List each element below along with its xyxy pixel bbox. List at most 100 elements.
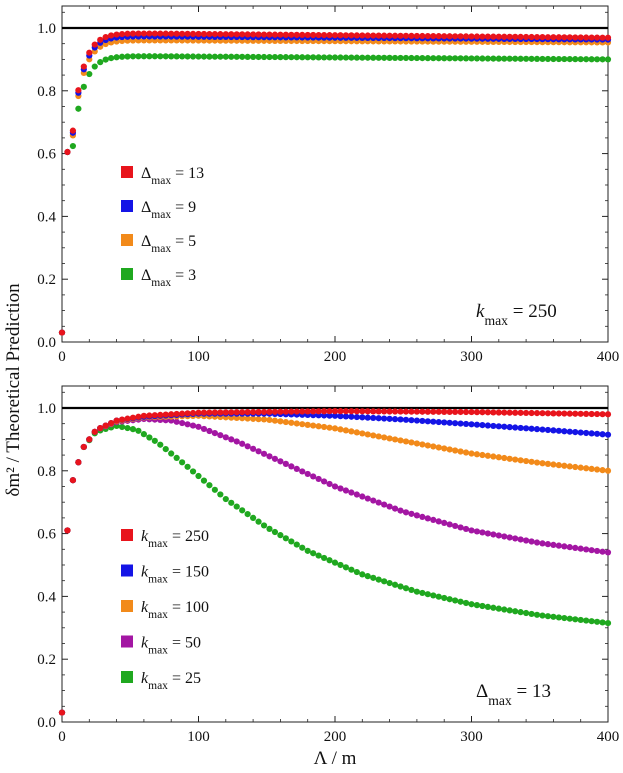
data-point	[348, 428, 355, 435]
data-point	[561, 410, 568, 417]
data-point	[370, 408, 377, 415]
data-point	[517, 409, 524, 416]
data-point	[195, 423, 202, 430]
data-point	[157, 30, 164, 37]
data-point	[430, 592, 437, 599]
data-point	[304, 54, 311, 61]
data-point	[353, 408, 360, 415]
legend-label: Δmax = 5	[141, 233, 196, 255]
data-point	[539, 410, 546, 417]
data-point	[326, 412, 333, 419]
data-point	[337, 485, 344, 492]
data-point	[326, 557, 333, 564]
data-point	[140, 412, 147, 419]
data-point	[157, 411, 164, 418]
data-point	[58, 709, 66, 716]
data-point	[162, 446, 169, 453]
data-point	[173, 418, 180, 425]
data-point	[173, 410, 180, 418]
data-point	[457, 33, 464, 40]
data-point	[113, 31, 120, 38]
data-point	[561, 462, 568, 469]
data-point	[391, 436, 399, 443]
data-point	[566, 463, 573, 470]
data-point	[512, 33, 519, 40]
data-point	[572, 410, 579, 417]
data-point	[381, 32, 388, 39]
legend-swatch	[121, 529, 133, 541]
data-point	[506, 33, 513, 40]
data-point	[179, 30, 186, 37]
data-point	[310, 550, 317, 557]
data-point	[577, 464, 584, 471]
data-point	[495, 605, 502, 612]
data-point	[348, 32, 355, 39]
data-point	[228, 53, 235, 60]
data-point	[310, 54, 317, 61]
data-point	[288, 408, 295, 415]
data-point	[168, 53, 175, 60]
data-point	[359, 54, 366, 61]
data-point	[364, 54, 371, 61]
data-point	[375, 32, 382, 39]
data-point	[473, 528, 481, 535]
data-point	[217, 491, 224, 498]
data-point	[446, 33, 453, 40]
data-point	[162, 53, 169, 60]
data-point	[561, 428, 568, 435]
data-point	[446, 521, 453, 528]
y-tick-label: 0.2	[37, 652, 56, 668]
data-point	[206, 482, 213, 489]
data-point	[271, 528, 279, 536]
data-point	[468, 421, 475, 428]
data-point	[217, 409, 224, 416]
data-point	[129, 426, 137, 433]
panel-top: 0.0 0.2 0.4 0.6 0.8 1.0 0 100 200 300 400 Δmax = 13…	[37, 5, 619, 365]
data-point	[397, 437, 404, 444]
data-point	[244, 31, 251, 38]
data-point	[162, 411, 169, 418]
data-point	[91, 41, 98, 48]
data-point	[528, 33, 535, 41]
data-point	[222, 409, 229, 416]
legend-swatch	[121, 671, 133, 683]
data-point	[375, 415, 382, 422]
data-point	[102, 56, 109, 63]
data-point	[391, 32, 399, 39]
y-tick-label: 0.4	[37, 589, 56, 605]
data-point	[539, 612, 546, 619]
data-point	[566, 615, 573, 622]
data-point	[479, 602, 486, 610]
data-point	[490, 55, 497, 62]
data-point	[402, 54, 410, 62]
data-point	[140, 30, 147, 37]
data-point	[211, 409, 218, 416]
data-point	[80, 63, 87, 70]
data-point	[533, 410, 541, 417]
data-point	[430, 33, 437, 40]
legend-label: kmax = 100	[141, 599, 209, 621]
data-point	[282, 31, 289, 38]
data-point	[233, 438, 240, 445]
data-point	[495, 454, 502, 461]
data-point	[211, 30, 218, 38]
data-point	[512, 608, 519, 615]
data-point	[293, 465, 300, 473]
y-tick-label: 1.0	[37, 401, 56, 417]
data-point	[86, 70, 93, 78]
data-point	[446, 55, 453, 62]
data-point	[462, 420, 470, 428]
data-point	[375, 408, 382, 415]
data-point	[539, 426, 546, 433]
data-point	[151, 412, 158, 419]
legend-label: kmax = 25	[141, 670, 201, 692]
data-point	[326, 424, 333, 431]
data-point	[310, 422, 317, 429]
data-point	[588, 410, 595, 418]
data-point	[326, 54, 333, 61]
data-point	[222, 31, 229, 38]
data-point	[266, 525, 273, 532]
data-point	[391, 581, 399, 588]
x-tick-label: 200	[324, 729, 347, 745]
data-point	[359, 430, 366, 437]
